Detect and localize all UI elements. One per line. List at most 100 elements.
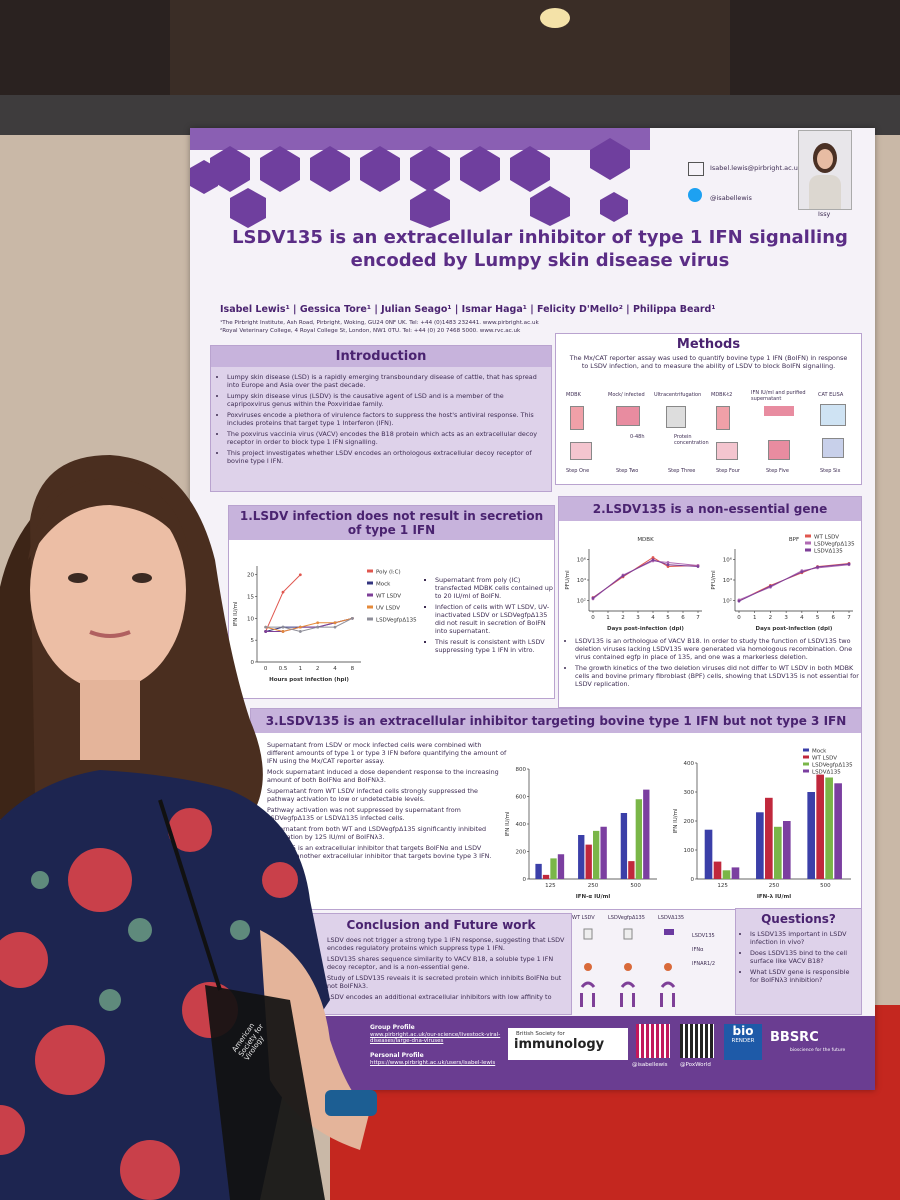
x-tick-label: 6 [832, 615, 836, 621]
legend-swatch [367, 605, 373, 609]
hexagon-banner [190, 128, 650, 228]
bullet: What LSDV gene is responsible for BoIFNλ… [750, 968, 857, 984]
legend-swatch [803, 769, 809, 773]
bar [765, 797, 773, 879]
footer-link[interactable]: www.pirbright.ac.uk/our-science/livestoc… [370, 1032, 501, 1044]
point [264, 630, 268, 633]
legend-label: WT LSDV [812, 756, 837, 762]
plate-icon [616, 406, 640, 426]
logo-text: British Society for [516, 1031, 565, 1037]
point [264, 625, 268, 629]
bar [635, 799, 643, 879]
bar [600, 826, 607, 879]
point [591, 596, 595, 600]
flask-icon [716, 406, 730, 430]
bullet: Study of LSDV135 reveals it is secreted … [327, 974, 565, 990]
bullet: LSDV encodes an additional extracellular… [327, 993, 565, 1001]
y-axis-label: PFU/ml [711, 570, 717, 590]
contact-twitter: @isabellewis [710, 194, 752, 202]
introduction-panel: Introduction Lumpy skin disease (LSD) is… [210, 345, 552, 492]
qr-code[interactable] [636, 1024, 670, 1058]
bullet: This project investigates whether LSDV e… [227, 449, 543, 465]
section3-panel: 3.LSDV135 is an extracellular inhibitor … [250, 708, 862, 910]
bar [578, 835, 585, 879]
y-tick-label: 0 [691, 877, 695, 883]
legend-label: LSDVegfpΔ135 [812, 763, 853, 769]
y-tick-label: 400 [516, 822, 527, 828]
legend-label: WT LSDV [376, 594, 401, 600]
qr-label: @PoxWorld [680, 1062, 711, 1068]
methods-text: The Mx/CAT reporter assay was used to qu… [569, 354, 848, 370]
x-tick-label: 2 [769, 615, 773, 621]
bullet: The poxvirus vaccinia virus (VACV) encod… [227, 430, 543, 446]
bullet: Supernatant from WT LSDV infected cells … [267, 787, 507, 803]
logo-text: immunology [514, 1037, 605, 1052]
y-tick-label: 15 [247, 595, 254, 601]
footer-link[interactable]: https://www.pirbright.ac.uk/users/isabel… [370, 1060, 496, 1066]
bullet: Lumpy skin disease virus (LSDV) is the c… [227, 392, 543, 408]
legend-swatch [803, 762, 809, 766]
point [316, 621, 320, 625]
bullet: Does LSDV135 bind to the cell surface li… [750, 949, 857, 965]
bar [585, 844, 592, 879]
x-tick-label: 5 [816, 615, 820, 621]
section-heading: Questions? [761, 912, 836, 926]
x-tick-label: 8 [351, 666, 355, 672]
section1-panel: 1.LSDV infection does not result in secr… [228, 505, 555, 699]
bullet: LSDV135 shares sequence similarity to VA… [327, 955, 565, 971]
diagram-key: LSDV135 [692, 933, 715, 939]
bullet: Infection of cells with WT LSDV, UV-inac… [435, 603, 555, 635]
y-tick-label: 200 [516, 850, 527, 856]
bar [834, 783, 842, 879]
questions-panel: Questions? Is LSDV135 important in LSDV … [735, 908, 862, 1015]
x-tick-label: 250 [769, 883, 780, 889]
method-label: MDBK-t2 [711, 392, 733, 398]
methods-panel: Methods The Mx/CAT reporter assay was us… [555, 333, 862, 485]
x-tick-label: 1 [299, 666, 303, 672]
bullet: Lumpy skin disease (LSD) is a rapidly em… [227, 373, 543, 389]
floor [330, 1085, 900, 1200]
tubes-icon [764, 406, 794, 416]
diagram-shapes [580, 928, 676, 1007]
model-diagram: WT LSDV LSDVegfpΔ135 LSDVΔ135 LSDV135 IF… [572, 913, 732, 1013]
bullet: Is LSDV135 important in LSDV infection i… [750, 930, 857, 946]
y-tick-label: 100 [684, 848, 695, 854]
legend-label: Mock [376, 582, 391, 588]
x-axis-label: Days post-infection (dpi) [607, 626, 684, 632]
point [769, 584, 772, 588]
point [696, 565, 700, 568]
y-axis-label: IFN IU/ml [233, 601, 239, 627]
bullet: The growth kinetics of the two deletion … [575, 664, 861, 688]
qr-code[interactable] [680, 1024, 714, 1058]
x-tick-label: 7 [847, 615, 851, 621]
point [298, 573, 302, 577]
bar [731, 867, 740, 879]
logo-text: bioscience for the future [790, 1048, 846, 1053]
x-tick-label: 500 [820, 883, 831, 889]
logo-text: RENDER [731, 1038, 755, 1044]
point [281, 625, 285, 629]
x-tick-label: 0 [591, 615, 595, 621]
bullet: Supernatant from poly (IC) transfected M… [435, 576, 555, 600]
bar [713, 861, 722, 879]
x-tick-label: 4 [651, 615, 655, 621]
x-tick-label: 1 [606, 615, 610, 621]
y-tick-label: 10⁴ [723, 577, 733, 584]
y-axis-label: PFU/ml [565, 570, 571, 590]
diagram-label: LSDVegfpΔ135 [608, 915, 645, 921]
legend-label: LSDVegfpΔ135 [814, 542, 855, 548]
x-axis-label: Days post-infection (dpi) [756, 626, 833, 632]
conclusion-panel: Conclusion and Future work LSDV does not… [310, 913, 572, 1015]
point [651, 556, 655, 559]
bar [756, 812, 764, 879]
bullet: Poxviruses encode a plethora of virulenc… [227, 411, 543, 427]
bar [620, 813, 628, 879]
bullet: Pathway activation was not suppressed by… [267, 806, 507, 822]
bullet: LSDV135 is an orthologue of VACV B18. In… [575, 637, 861, 661]
step-label: Step Six [820, 468, 841, 474]
section-heading: 1.LSDV infection does not result in secr… [229, 506, 554, 540]
section-heading: 2.LSDV135 is a non-essential gene [559, 497, 861, 521]
point [350, 616, 354, 620]
point [666, 561, 670, 564]
